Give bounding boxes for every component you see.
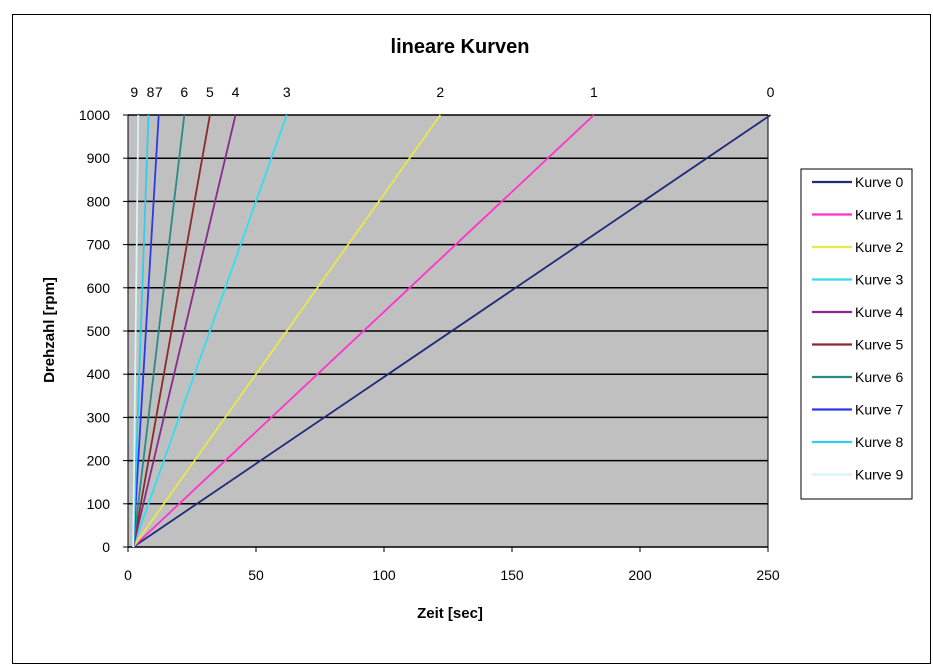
x-axis-ticks: 0 50 100 150 200 250 xyxy=(124,547,780,583)
legend-label-1: Kurve 1 xyxy=(855,207,903,223)
series-top-label-1: 1 xyxy=(590,84,598,100)
x-tick-label: 0 xyxy=(124,567,132,583)
chart-title: lineare Kurven xyxy=(391,36,530,58)
y-tick-label: 0 xyxy=(102,539,110,555)
y-tick-label: 400 xyxy=(87,366,111,382)
legend-label-3: Kurve 3 xyxy=(855,272,903,288)
legend-label-7: Kurve 7 xyxy=(855,402,903,418)
x-tick-label: 100 xyxy=(372,567,396,583)
y-axis-ticks: 0 100 200 300 400 500 600 700 800 900 1000 xyxy=(79,107,128,555)
series-top-label-9: 9 xyxy=(130,84,138,100)
x-tick-label: 200 xyxy=(628,567,652,583)
series-top-label-8: 8 xyxy=(147,84,155,100)
line-chart: lineare Kurven 0 1 2 3 4 5 6 789 0 50 100 150 200 25… xyxy=(0,0,933,646)
series-top-label-4: 4 xyxy=(232,84,240,100)
x-tick-label: 250 xyxy=(756,567,780,583)
legend-label-0: Kurve 0 xyxy=(855,174,903,190)
legend-label-5: Kurve 5 xyxy=(855,337,903,353)
y-tick-label: 200 xyxy=(87,453,111,469)
legend-label-8: Kurve 8 xyxy=(855,434,903,450)
y-tick-label: 800 xyxy=(87,193,111,209)
y-tick-label: 500 xyxy=(87,323,111,339)
legend-label-4: Kurve 4 xyxy=(855,304,903,320)
x-tick-label: 50 xyxy=(248,567,264,583)
legend-label-2: Kurve 2 xyxy=(855,239,903,255)
series-top-label-2: 2 xyxy=(436,84,444,100)
y-tick-label: 600 xyxy=(87,280,111,296)
series-top-label-3: 3 xyxy=(283,84,291,100)
series-top-labels: 0 1 2 3 4 5 6 789 xyxy=(130,84,774,100)
y-axis-title: Drehzahl [rpm] xyxy=(41,277,58,383)
y-tick-label: 1000 xyxy=(79,107,110,123)
x-axis-title: Zeit [sec] xyxy=(417,605,483,622)
series-top-label-5: 5 xyxy=(206,84,214,100)
series-top-label-7: 7 xyxy=(155,84,163,100)
y-tick-label: 700 xyxy=(87,237,111,253)
series-top-label-0: 0 xyxy=(767,84,775,100)
legend-label-9: Kurve 9 xyxy=(855,467,903,483)
legend-label-6: Kurve 6 xyxy=(855,369,903,385)
y-tick-label: 100 xyxy=(87,496,111,512)
y-tick-label: 300 xyxy=(87,409,111,425)
series-top-label-6: 6 xyxy=(180,84,188,100)
x-tick-label: 150 xyxy=(500,567,524,583)
y-tick-label: 900 xyxy=(87,150,111,166)
